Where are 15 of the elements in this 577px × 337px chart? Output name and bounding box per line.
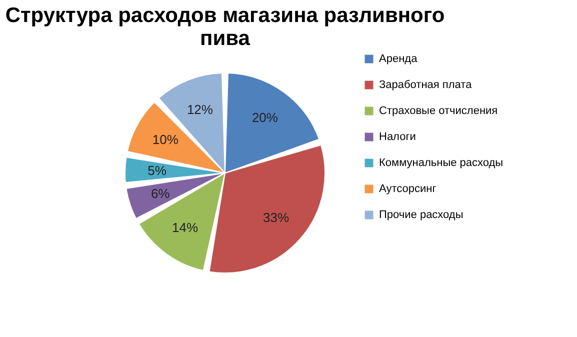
data-label: 5% xyxy=(148,162,167,178)
data-label: 14% xyxy=(172,220,198,236)
legend-label: Коммунальные расходы xyxy=(379,157,504,169)
legend-label: Прочие расходы xyxy=(379,209,464,221)
data-label: 10% xyxy=(152,132,179,148)
data-label: 33% xyxy=(262,210,290,225)
legend-label: Заработная плата xyxy=(379,79,473,91)
legend-label: Аутсорсинг xyxy=(379,183,436,195)
data-label: 20% xyxy=(252,110,278,125)
legend-label: Страховые отчисления xyxy=(379,105,498,117)
legend-label: Аренда xyxy=(379,53,418,65)
data-label: 6% xyxy=(150,186,170,202)
chart-title: Структура расходов магазина разливного пива xyxy=(5,4,445,50)
data-label: 12% xyxy=(186,102,214,117)
legend-label: Налоги xyxy=(379,131,416,143)
